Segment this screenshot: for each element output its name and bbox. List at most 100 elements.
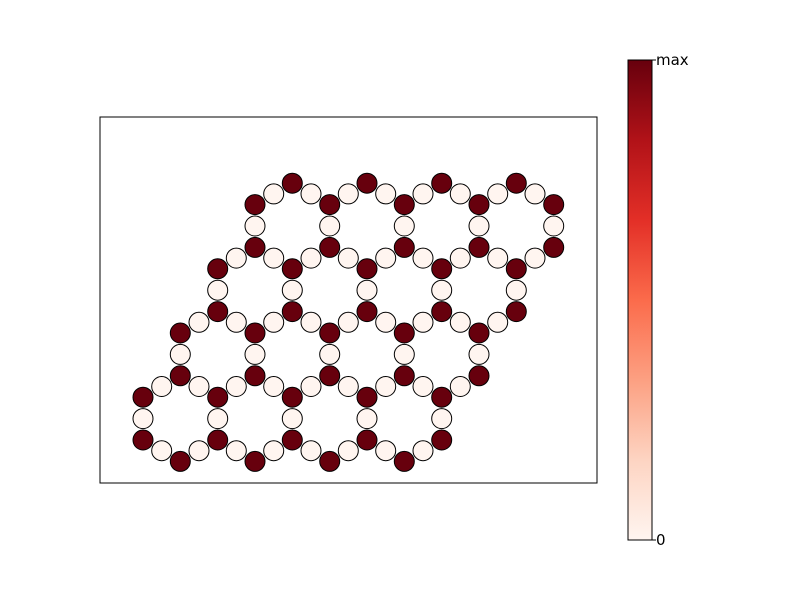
lattice-node-empty [244, 215, 266, 237]
lattice-node-empty [337, 247, 359, 269]
lattice-node-empty [225, 311, 247, 333]
lattice-node-filled [543, 236, 565, 258]
lattice-node-empty [300, 440, 322, 462]
lattice-node-empty [244, 343, 266, 365]
lattice-node-filled [169, 450, 191, 472]
lattice-node-filled [319, 450, 341, 472]
lattice-node-empty [375, 311, 397, 333]
lattice-node-empty [412, 440, 434, 462]
lattice-node-empty [375, 183, 397, 205]
lattice-node-empty [169, 343, 191, 365]
lattice-node-filled [393, 194, 415, 216]
lattice-node-filled [356, 172, 378, 194]
lattice-node-empty [375, 247, 397, 269]
lattice-node-filled [393, 236, 415, 258]
colorbar-max-label: max [656, 51, 689, 69]
lattice-node-filled [207, 301, 229, 323]
lattice-node-filled [468, 236, 490, 258]
lattice-node-filled [207, 386, 229, 408]
lattice-node-filled [319, 365, 341, 387]
lattice-node-empty [505, 279, 527, 301]
lattice-node-empty [263, 440, 285, 462]
lattice-node-empty [337, 440, 359, 462]
lattice-node-empty [468, 343, 490, 365]
lattice-node-empty [207, 408, 229, 430]
lattice-node-filled [281, 301, 303, 323]
lattice-node-empty [449, 183, 471, 205]
lattice-node-empty [468, 215, 490, 237]
lattice-node-empty [300, 376, 322, 397]
lattice-node-filled [319, 322, 341, 344]
lattice-node-empty [132, 408, 154, 430]
lattice-node-filled [244, 236, 266, 258]
lattice-node-filled [319, 194, 341, 216]
lattice-node-empty [524, 183, 546, 205]
lattice-node-empty [225, 376, 247, 397]
lattice-node-empty [449, 376, 471, 397]
lattice-node-empty [188, 311, 210, 333]
lattice-node-empty [412, 183, 434, 205]
lattice-node-filled [169, 322, 191, 344]
lattice-node-empty [188, 440, 210, 462]
lattice-node-filled [207, 429, 229, 451]
lattice-node-empty [449, 247, 471, 269]
lattice-node-filled [431, 258, 453, 280]
lattice-node-filled [356, 429, 378, 451]
lattice-node-filled [505, 172, 527, 194]
lattice-node-filled [505, 258, 527, 280]
lattice-node-empty [449, 311, 471, 333]
lattice-node-filled [393, 365, 415, 387]
lattice-node-filled [244, 322, 266, 344]
lattice-node-empty [543, 215, 565, 237]
lattice-node-filled [281, 172, 303, 194]
lattice-node-empty [431, 279, 453, 301]
lattice-node-empty [263, 311, 285, 333]
lattice-node-filled [244, 365, 266, 387]
lattice-node-filled [356, 386, 378, 408]
lattice-node-filled [356, 301, 378, 323]
lattice-node-filled [431, 301, 453, 323]
lattice-node-filled [393, 322, 415, 344]
lattice-node-empty [263, 376, 285, 397]
lattice-node-filled [468, 365, 490, 387]
lattice-node-empty [337, 183, 359, 205]
lattice-node-empty [487, 247, 509, 269]
lattice-node-empty [412, 247, 434, 269]
lattice-node-empty [225, 247, 247, 269]
lattice-node-filled [207, 258, 229, 280]
lattice-node-empty [319, 343, 341, 365]
lattice-node-filled [468, 194, 490, 216]
lattice-node-filled [169, 365, 191, 387]
lattice-node-filled [319, 236, 341, 258]
lattice-node-empty [207, 279, 229, 301]
honeycomb-lattice [132, 172, 565, 472]
lattice-node-filled [431, 172, 453, 194]
lattice-node-empty [281, 279, 303, 301]
lattice-node-empty [263, 247, 285, 269]
lattice-node-empty [188, 376, 210, 397]
lattice-node-empty [263, 183, 285, 205]
lattice-node-empty [393, 343, 415, 365]
lattice-node-empty [300, 183, 322, 205]
lattice-node-filled [431, 386, 453, 408]
colorbar [627, 59, 653, 541]
lattice-node-empty [225, 440, 247, 462]
lattice-node-empty [319, 215, 341, 237]
lattice-node-empty [524, 247, 546, 269]
lattice-node-filled [393, 450, 415, 472]
lattice-node-empty [375, 440, 397, 462]
lattice-node-filled [132, 429, 154, 451]
lattice-node-empty [487, 311, 509, 333]
lattice-node-empty [431, 408, 453, 430]
lattice-node-filled [356, 258, 378, 280]
plot-frame [99, 116, 598, 484]
lattice-node-filled [431, 429, 453, 451]
lattice-node-empty [487, 183, 509, 205]
lattice-node-empty [337, 376, 359, 397]
lattice-node-filled [281, 386, 303, 408]
lattice-node-filled [543, 194, 565, 216]
lattice-node-filled [244, 450, 266, 472]
colorbar-min-label: 0 [656, 531, 666, 549]
lattice-node-filled [468, 322, 490, 344]
